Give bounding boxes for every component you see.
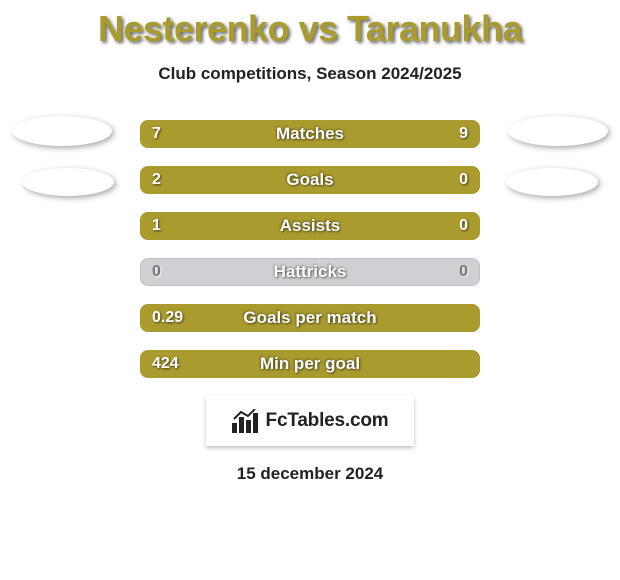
stat-value-left: 2 [152,166,161,194]
stat-value-left: 1 [152,212,161,240]
stat-value-right: 9 [459,120,468,148]
stat-fill-right [289,120,480,148]
stat-value-right: 0 [459,166,468,194]
stat-row: 10Assists [140,212,480,240]
page-subtitle: Club competitions, Season 2024/2025 [0,64,620,84]
stat-value-left: 424 [152,350,179,378]
player-marker-right-1 [508,116,608,146]
stat-fill-left [140,212,405,240]
stat-fill-left [140,350,480,378]
player-marker-right-2 [506,168,598,196]
stat-value-right: 0 [459,212,468,240]
stat-row: 0 0Hattricks [140,258,480,286]
player-marker-left-1 [12,116,112,146]
comparison-card: Nesterenko vs Taranukha Club competition… [0,0,620,580]
stat-row: 79Matches [140,120,480,148]
date-label: 15 december 2024 [0,464,620,484]
stat-fill-left [140,166,405,194]
stat-value-left: 0 [152,258,161,286]
stat-fill-left [140,304,480,332]
player-marker-left-2 [22,168,114,196]
stats-area: 79Matches20Goals10Assists00Hattricks0.29… [0,120,620,378]
page-title: Nesterenko vs Taranukha [0,0,620,50]
stat-fill-left [140,120,289,148]
logo-text: FcTables.com [266,410,389,432]
stat-fill-right [405,212,480,240]
stat-rows: 79Matches20Goals10Assists00Hattricks0.29… [140,120,480,378]
logo-box: FcTables.com [206,396,414,446]
stat-row: 424Min per goal [140,350,480,378]
stat-value-right: 0 [459,258,468,286]
stat-value-left: 7 [152,120,161,148]
stat-value-left: 0.29 [152,304,183,332]
stat-label: Hattricks [140,258,480,286]
stat-row: 20Goals [140,166,480,194]
stat-row: 0.29Goals per match [140,304,480,332]
fctables-logo-icon [232,409,260,433]
stat-fill-right [405,166,480,194]
